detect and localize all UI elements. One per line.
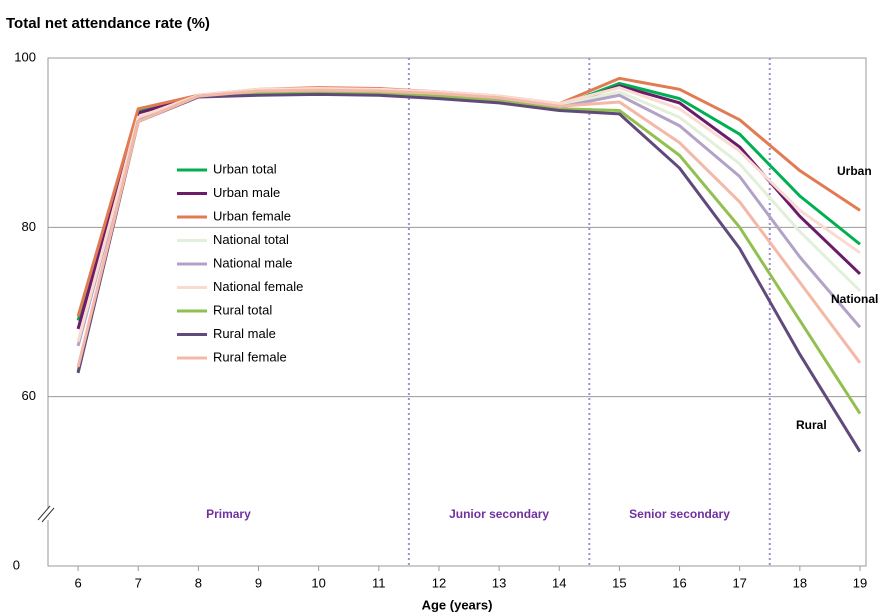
chart-title: Total net attendance rate (%) bbox=[6, 15, 210, 32]
x-tick-label: 13 bbox=[492, 575, 506, 590]
legend-label: National total bbox=[213, 232, 289, 247]
stage-label: Senior secondary bbox=[629, 507, 730, 521]
x-tick-label: 18 bbox=[793, 575, 807, 590]
x-axis-label: Age (years) bbox=[422, 597, 493, 612]
stage-label: Junior secondary bbox=[449, 507, 549, 521]
x-tick-label: 12 bbox=[432, 575, 446, 590]
legend-label: Rural total bbox=[213, 302, 272, 317]
annotation: Urban bbox=[837, 164, 872, 178]
series-line bbox=[76, 86, 861, 343]
x-tick-label: 19 bbox=[853, 575, 867, 590]
series-line bbox=[76, 88, 862, 368]
x-tick-label: 14 bbox=[552, 575, 566, 590]
y-tick-label: 100 bbox=[14, 49, 36, 64]
series-line bbox=[76, 90, 862, 347]
x-tick-label: 8 bbox=[195, 575, 202, 590]
x-tick-label: 7 bbox=[135, 575, 142, 590]
x-tick-label: 10 bbox=[311, 575, 325, 590]
legend-label: National female bbox=[213, 279, 303, 294]
x-tick-label: 6 bbox=[74, 575, 81, 590]
legend: Urban total Urban male Urban female Nationa… bbox=[177, 161, 303, 364]
annotation: Rural bbox=[796, 418, 827, 432]
legend-label: Rural male bbox=[213, 326, 276, 341]
x-tick-label: 16 bbox=[672, 575, 686, 590]
axis-break bbox=[37, 505, 56, 523]
series-line bbox=[76, 76, 861, 317]
plot-frame bbox=[47, 57, 867, 567]
legend-label: Urban female bbox=[213, 208, 291, 223]
series-line bbox=[76, 81, 861, 321]
x-tick-label: 9 bbox=[255, 575, 262, 590]
y-break-label: 0 bbox=[13, 557, 20, 572]
x-tick-label: 17 bbox=[732, 575, 746, 590]
legend-label: Urban male bbox=[213, 185, 280, 200]
x-tick-label: 11 bbox=[372, 575, 386, 590]
legend-label: Rural female bbox=[213, 349, 287, 364]
legend-label: Urban total bbox=[213, 161, 277, 176]
x-tick-label: 15 bbox=[612, 575, 626, 590]
stage-label: Primary bbox=[206, 507, 251, 521]
series-line bbox=[76, 92, 862, 453]
annotation: National bbox=[831, 292, 878, 306]
y-tick-label: 80 bbox=[22, 219, 36, 234]
y-tick-label: 60 bbox=[22, 388, 36, 403]
legend-label: National male bbox=[213, 255, 293, 270]
